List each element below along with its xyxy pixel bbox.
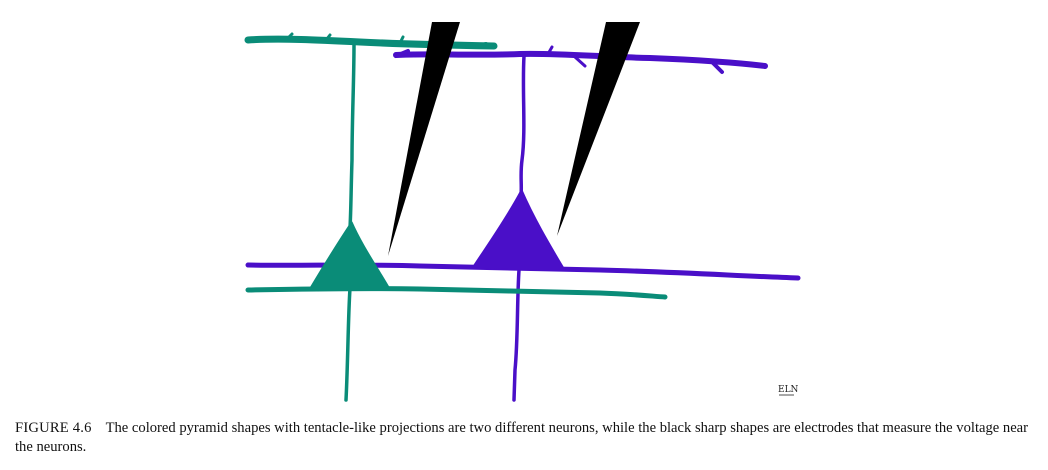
electrode-right-icon (557, 22, 640, 236)
caption-text: The colored pyramid shapes with tentacle… (15, 420, 1029, 455)
electrode-left-icon (388, 22, 460, 256)
neuron-right-icon (245, 45, 801, 402)
figure-illustration: ELN (244, 22, 801, 402)
artist-signature: ELN (778, 385, 799, 395)
figure-caption: FIGURE 4.6 The colored pyramid shapes wit… (15, 419, 1040, 457)
figure-label: FIGURE 4.6 (15, 420, 92, 436)
